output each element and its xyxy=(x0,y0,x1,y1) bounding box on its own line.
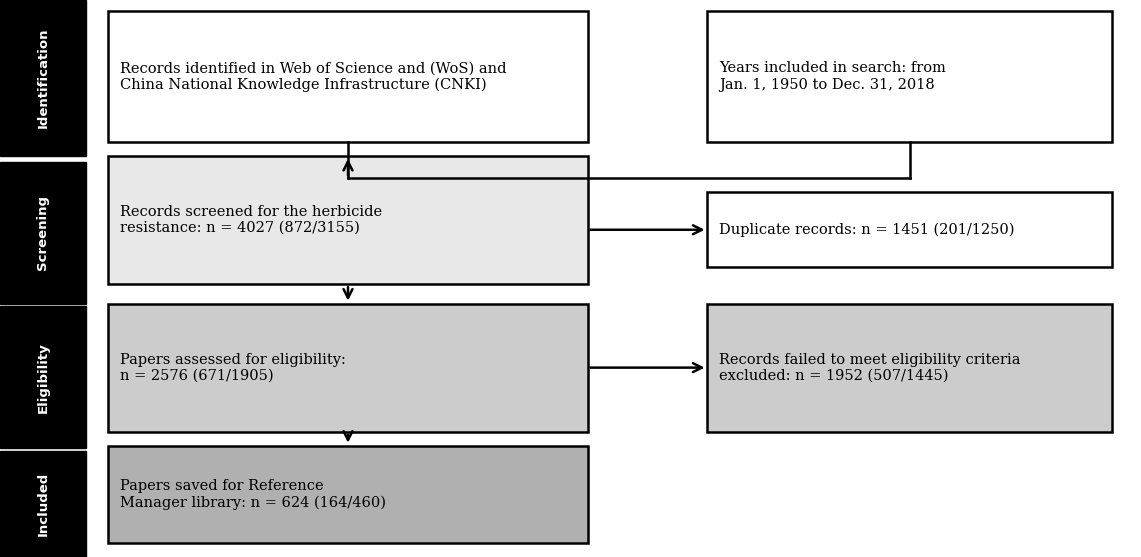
Text: Papers saved for Reference
Manager library: n = 624 (164/460): Papers saved for Reference Manager libra… xyxy=(120,479,386,510)
Text: Included: Included xyxy=(37,472,49,536)
Bar xyxy=(108,304,588,432)
Bar xyxy=(0,451,86,557)
Bar xyxy=(0,162,86,304)
Bar xyxy=(108,11,588,142)
Text: Records identified in Web of Science and (WoS) and
China National Knowledge Infr: Records identified in Web of Science and… xyxy=(120,61,507,92)
Bar xyxy=(0,0,86,156)
Bar xyxy=(108,446,588,543)
Text: Screening: Screening xyxy=(37,195,49,270)
Text: Records failed to meet eligibility criteria
excluded: n = 1952 (507/1445): Records failed to meet eligibility crite… xyxy=(719,353,1020,383)
Bar xyxy=(108,156,588,284)
Text: Years included in search: from
Jan. 1, 1950 to Dec. 31, 2018: Years included in search: from Jan. 1, 1… xyxy=(719,61,946,92)
Bar xyxy=(0,306,86,448)
Bar xyxy=(707,304,1112,432)
Text: Eligibility: Eligibility xyxy=(37,342,49,413)
Text: Identification: Identification xyxy=(37,28,49,128)
Text: Duplicate records: n = 1451 (201/1250): Duplicate records: n = 1451 (201/1250) xyxy=(719,223,1014,237)
Text: Papers assessed for eligibility:
n = 2576 (671/1905): Papers assessed for eligibility: n = 257… xyxy=(120,353,346,383)
Bar xyxy=(707,11,1112,142)
Bar xyxy=(707,192,1112,267)
Text: Records screened for the herbicide
resistance: n = 4027 (872/3155): Records screened for the herbicide resis… xyxy=(120,205,382,235)
